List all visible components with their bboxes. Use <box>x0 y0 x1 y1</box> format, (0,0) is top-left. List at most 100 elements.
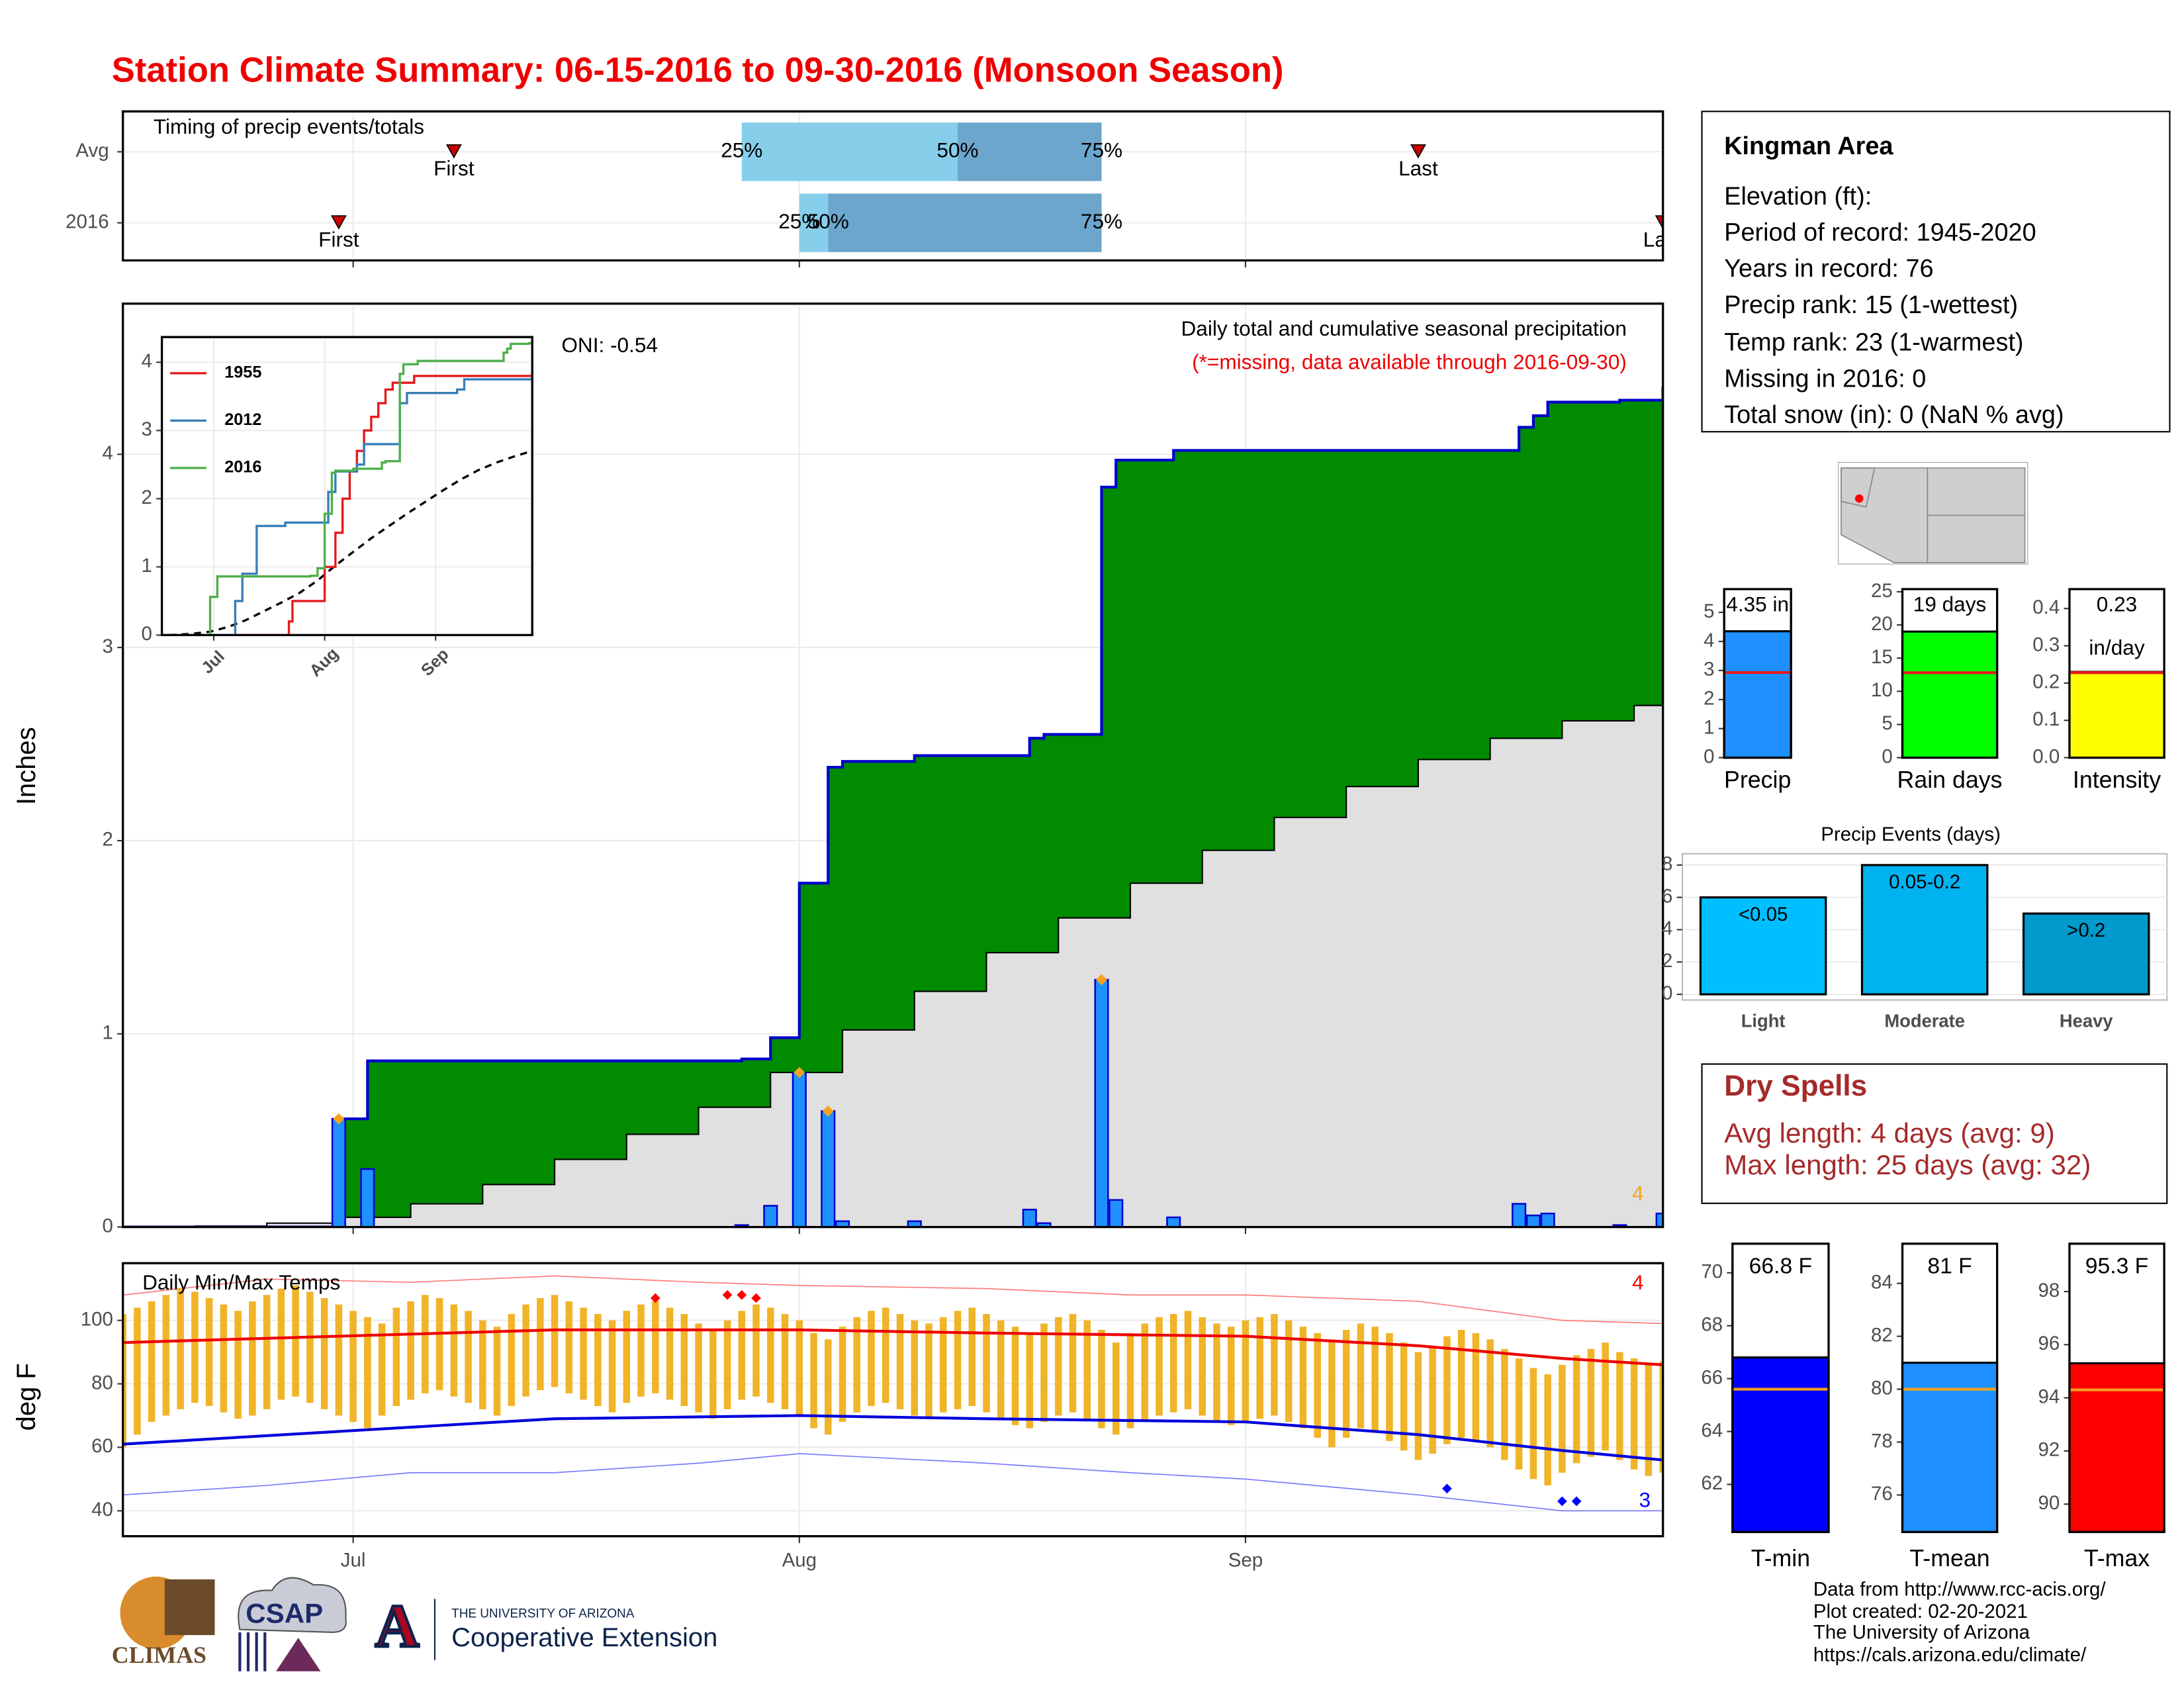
plot-area <box>122 1275 1663 1512</box>
temp-range-bar <box>1602 1342 1609 1451</box>
y-tick-label: 4 <box>1704 630 1714 651</box>
value-label: 0.23 <box>2097 592 2137 616</box>
temp-range-bar <box>1544 1374 1551 1485</box>
event-marker <box>1655 215 1663 230</box>
y-tick-label: 0 <box>1662 982 1672 1004</box>
temp-range-bar <box>925 1323 933 1419</box>
csap-mountain <box>276 1638 321 1671</box>
y-axis-label: deg F <box>12 1363 41 1430</box>
y-tick-label: 3 <box>1704 659 1714 680</box>
highlight-marker <box>794 1066 805 1078</box>
value-bar <box>2068 671 2165 759</box>
temp-range-bar <box>407 1301 414 1400</box>
value-unit: in/day <box>2089 635 2144 659</box>
temp-range-bar <box>666 1307 674 1400</box>
annotation: Daily total and cumulative seasonal prec… <box>1181 316 1627 340</box>
y-tick-label: 82 <box>1871 1324 1893 1346</box>
temp-range-bar <box>220 1304 228 1413</box>
quartile-label: 50% <box>936 138 978 162</box>
temp-range-bar <box>465 1311 472 1403</box>
footer-line: Data from http://www.rcc-acis.org/ <box>1813 1579 2106 1601</box>
value-label: 66.8 F <box>1749 1254 1812 1278</box>
daily-bar <box>1094 978 1109 1227</box>
temp-range-bar <box>435 1298 443 1391</box>
event-marker <box>330 215 347 230</box>
y-tick-label: 68 <box>1701 1313 1723 1335</box>
daily-bar <box>1655 1212 1663 1227</box>
temp-range-bar <box>1083 1320 1091 1419</box>
value-bar <box>1901 630 1999 759</box>
y-tick-label: 0.1 <box>2032 708 2060 730</box>
temp-range-bar <box>378 1323 386 1416</box>
series-line <box>161 342 533 635</box>
quartile-label: 75% <box>1081 209 1122 233</box>
x-tick-label: Heavy <box>2060 1011 2113 1031</box>
temp-range-bar <box>335 1304 343 1416</box>
temp-range-bar <box>868 1311 875 1407</box>
value-label: >0.2 <box>2067 919 2105 941</box>
temp-range-bar <box>122 1314 126 1448</box>
y-tick-label: 2016 <box>66 211 109 232</box>
y-tick-label: 0.2 <box>2032 671 2060 693</box>
temp-range-bar <box>839 1327 846 1423</box>
y-tick-label: 84 <box>1871 1272 1893 1293</box>
y-tick-label: 3 <box>141 418 152 440</box>
temp-range-bar <box>1213 1323 1220 1423</box>
daily-bar <box>1036 1222 1052 1227</box>
station-line: Missing in 2016: 0 <box>1724 365 1926 393</box>
daily-bar <box>835 1220 850 1227</box>
y-tick-label: 1 <box>141 555 152 577</box>
y-tick-label: 0 <box>1882 745 1892 767</box>
ua-name: THE UNIVERSITY OF ARIZONA <box>451 1607 635 1620</box>
value-label: <0.05 <box>1739 904 1788 925</box>
temp-range-bar <box>1184 1311 1192 1409</box>
plot-area <box>161 342 533 635</box>
quartile-label: 50% <box>807 209 849 233</box>
daily-bar <box>1166 1216 1181 1227</box>
y-tick-label: 76 <box>1871 1483 1893 1505</box>
y-tick-label: 80 <box>1871 1377 1893 1399</box>
y-tick-label: 8 <box>1662 853 1672 875</box>
panel-border <box>1901 1243 1999 1533</box>
station-line: Elevation (ft): <box>1724 183 1872 211</box>
station-name: Kingman Area <box>1724 132 1893 160</box>
panel-border <box>122 303 1664 1229</box>
event-label: Last <box>1643 227 1683 251</box>
daily-bar <box>792 1071 807 1227</box>
temp-range-bar <box>392 1307 400 1407</box>
temp-range-bar <box>695 1323 702 1413</box>
y-tick-label: 0 <box>103 1215 113 1237</box>
temp-range-bar <box>1314 1333 1321 1438</box>
temp-range-bar <box>148 1301 156 1423</box>
x-axis-label: Intensity <box>2073 767 2161 793</box>
x-tick-label: Moderate <box>1884 1011 1965 1031</box>
daily-bar <box>907 1220 922 1227</box>
panel-title: Daily Min/Max Temps <box>142 1270 340 1294</box>
temp-range-bar <box>263 1295 271 1409</box>
temp-range-bar <box>1529 1368 1537 1479</box>
daily-bar <box>1525 1214 1541 1227</box>
map-station <box>1854 494 1864 503</box>
y-tick-label: 25 <box>1871 580 1893 602</box>
temp-range-bar <box>522 1304 529 1397</box>
map-border <box>1841 467 2025 516</box>
temp-range-bar <box>1271 1314 1278 1416</box>
page-title: Station Climate Summary: 06-15-2016 to 0… <box>112 50 1284 89</box>
value-label: 4.35 in <box>1726 592 1789 616</box>
temp-range-bar <box>1501 1348 1508 1460</box>
temp-range-bar <box>191 1291 199 1403</box>
temp-range-bar <box>565 1301 573 1393</box>
temp-range-bar <box>997 1320 1005 1419</box>
highlight-marker <box>333 1113 345 1125</box>
temp-range-bar <box>1328 1339 1336 1448</box>
y-tick-label: 96 <box>2038 1333 2060 1354</box>
panel-border <box>160 336 533 636</box>
csap-bars <box>238 1632 267 1671</box>
temp-range-bar <box>608 1320 616 1413</box>
y-tick-label: 100 <box>81 1308 113 1330</box>
y-tick-label: 80 <box>91 1372 113 1393</box>
temp-range-bar <box>1169 1314 1177 1413</box>
climas-emblem <box>164 1579 215 1636</box>
record-high-line <box>122 1275 1663 1325</box>
temp-range-bar <box>1227 1327 1235 1425</box>
